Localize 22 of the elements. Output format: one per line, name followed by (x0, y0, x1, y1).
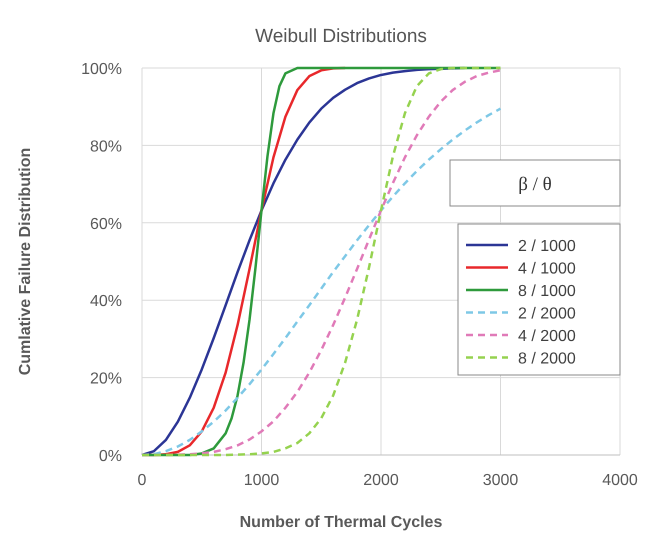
y-tick-label: 0% (98, 448, 122, 465)
legend-label: 2 / 2000 (518, 306, 576, 322)
x-tick-label: 4000 (602, 472, 638, 489)
x-axis-title: Number of Thermal Cycles (240, 514, 442, 531)
chart-title: Weibull Distributions (255, 26, 427, 47)
y-tick-label: 20% (90, 370, 122, 388)
legend-heading-box: β / θ (450, 160, 620, 206)
y-tick-label: 100% (81, 61, 122, 78)
x-tick-label: 2000 (363, 472, 399, 489)
legend-label: 8 / 2000 (518, 350, 576, 368)
y-tick-label: 40% (90, 293, 122, 310)
x-tick-label: 1000 (244, 472, 280, 489)
legend-label: 8 / 1000 (518, 283, 576, 300)
y-tick-label: 60% (90, 216, 122, 233)
legend-label: 4 / 2000 (518, 328, 576, 345)
legend-label: 2 / 1000 (518, 238, 576, 255)
y-axis-title: Cumlative Failure Distribution (17, 148, 34, 376)
legend-title: β / θ (518, 174, 552, 195)
x-tick-label: 3000 (482, 472, 518, 489)
legend-label: 4 / 1000 (518, 260, 576, 278)
y-tick-label: 80% (90, 138, 122, 156)
x-tick-label: 0 (138, 472, 147, 489)
